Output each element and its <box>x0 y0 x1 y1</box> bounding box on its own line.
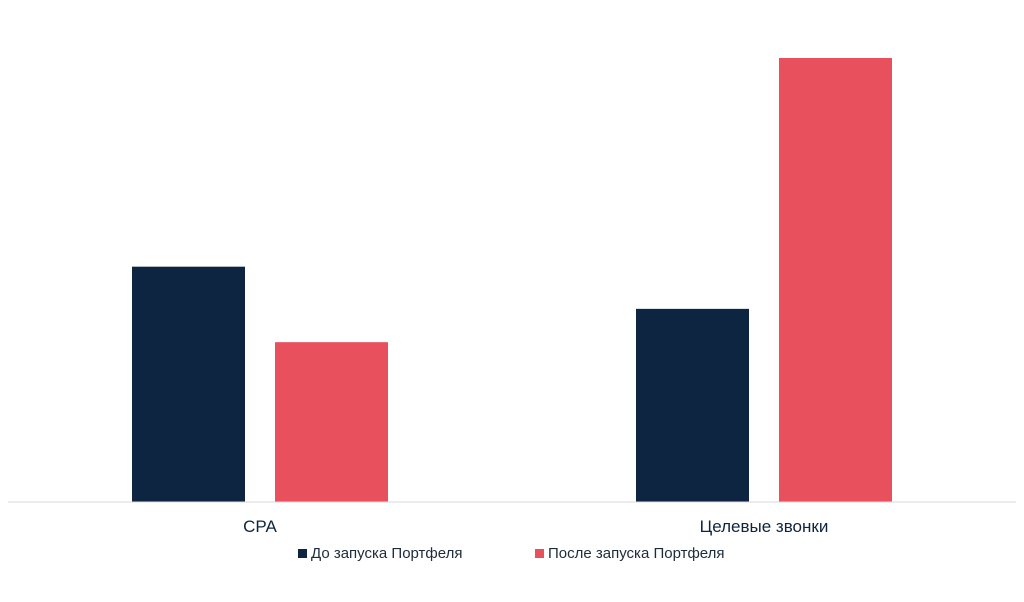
legend-label-1: После запуска Портфеля <box>548 545 725 562</box>
x-tick-label: Целевые звонки <box>700 517 829 536</box>
bar-0-series-1 <box>275 342 388 502</box>
legend-swatch-0 <box>298 549 307 558</box>
bar-1-series-1 <box>779 58 892 502</box>
bars-layer <box>132 58 892 502</box>
x-tick-label: CPA <box>243 517 277 536</box>
legend: До запуска Портфеля После запуска Портфел… <box>298 545 725 562</box>
x-axis-labels: CPA Целевые звонки <box>243 517 828 536</box>
legend-swatch-1 <box>535 549 544 558</box>
legend-label-0: До запуска Портфеля <box>311 545 462 562</box>
bar-0-series-0 <box>132 266 245 502</box>
bar-1-series-0 <box>636 308 749 502</box>
